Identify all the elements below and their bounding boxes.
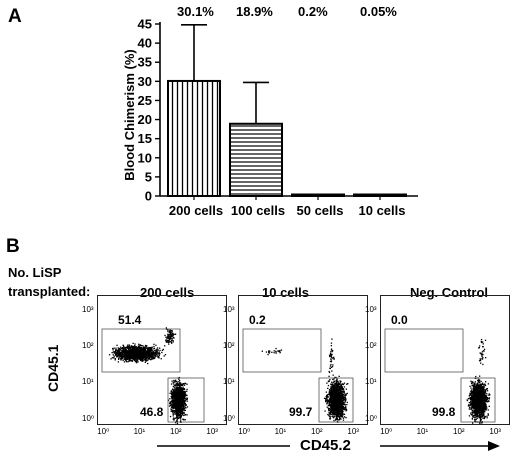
percent-label-2: 0.2% bbox=[298, 4, 328, 19]
row-title-line2: transplanted: bbox=[8, 284, 91, 299]
cd45-2-axis-label: CD45.2 bbox=[300, 437, 351, 454]
x-tick-label-0: 200 cells bbox=[169, 203, 223, 218]
flow-plot-200-cells bbox=[97, 295, 227, 425]
panel-a-label: A bbox=[8, 6, 22, 27]
y-tick-label: 10¹ bbox=[223, 377, 235, 387]
bar-1 bbox=[229, 122, 283, 197]
x-tick-label: 10³ bbox=[347, 427, 359, 436]
x-tick-label: 10³ bbox=[206, 427, 218, 436]
y-tick-label: 10² bbox=[82, 341, 94, 350]
y-tick-label: 35 bbox=[138, 55, 152, 70]
x-tick-label: 10⁰ bbox=[380, 427, 393, 436]
y-tick-label: 10⁰ bbox=[82, 413, 95, 423]
x-tick-label-2: 50 cells bbox=[297, 203, 344, 218]
blood-chimerism-bar-chart: 0 5 10 15 20 25 30 35 40 45 Blood Chimerism (%) 200… bbox=[122, 17, 418, 218]
y-tick-label: 40 bbox=[138, 36, 152, 51]
gate-label-1-top: 51.4 bbox=[118, 313, 142, 327]
y-axis-label: Blood Chimerism (%) bbox=[122, 49, 137, 180]
gate-label-2-bottom: 99.7 bbox=[289, 405, 313, 419]
y-tick-label: 10³ bbox=[365, 304, 377, 314]
gate-label-1-bottom: 46.8 bbox=[140, 405, 164, 419]
x-tick-label: 10² bbox=[311, 427, 323, 436]
y-tick-label: 10¹ bbox=[365, 377, 377, 387]
y-tick-label: 10³ bbox=[223, 304, 235, 314]
x-tick-label: 10⁰ bbox=[238, 427, 251, 436]
y-tick-label: 10³ bbox=[82, 304, 94, 314]
panel-b-label: B bbox=[6, 236, 20, 257]
y-tick-label: 10¹ bbox=[82, 377, 94, 387]
x-tick-label: 10³ bbox=[489, 427, 501, 436]
flow-plot-10-cells bbox=[238, 295, 368, 425]
percent-label-3: 0.05% bbox=[360, 4, 397, 19]
y-tick-label: 25 bbox=[138, 93, 152, 108]
percent-label-1: 18.9% bbox=[236, 4, 273, 19]
y-tick-label: 20 bbox=[138, 112, 152, 127]
y-tick-label: 10 bbox=[138, 150, 152, 165]
gate-label-3-bottom: 99.8 bbox=[432, 405, 456, 419]
plot-title-1: 200 cells bbox=[140, 285, 195, 300]
y-tick-label: 10⁰ bbox=[365, 413, 378, 423]
y-tick-label: 0 bbox=[145, 189, 152, 204]
y-tick-label: 10⁰ bbox=[223, 413, 236, 423]
x-tick-label: 10² bbox=[453, 427, 465, 436]
arrow-head-icon bbox=[488, 441, 500, 451]
y-tick-label: 10² bbox=[223, 341, 235, 350]
cd45-1-axis-label: CD45.1 bbox=[45, 344, 61, 392]
x-tick-label: 10¹ bbox=[274, 427, 287, 436]
y-tick-label: 15 bbox=[138, 131, 152, 146]
percent-label-0: 30.1% bbox=[177, 4, 214, 19]
x-tick-label: 10² bbox=[170, 427, 182, 436]
plot-title-2: 10 cells bbox=[262, 285, 309, 300]
bar-0 bbox=[167, 79, 221, 197]
y-tick-label: 5 bbox=[145, 169, 152, 184]
y-tick-label: 45 bbox=[138, 17, 152, 32]
bar-3 bbox=[353, 193, 407, 197]
y-tick-label: 10² bbox=[365, 341, 377, 350]
plot-title-3: Neg. Control bbox=[410, 285, 488, 300]
y-tick-label: 30 bbox=[138, 74, 152, 89]
x-tick-label-3: 10 cells bbox=[359, 203, 406, 218]
gate-label-2-top: 0.2 bbox=[249, 313, 266, 327]
flow-plot-neg-control bbox=[380, 295, 510, 425]
gate-label-3-top: 0.0 bbox=[391, 313, 408, 327]
x-tick-label: 10⁰ bbox=[97, 427, 110, 436]
row-title-line1: No. LiSP bbox=[8, 265, 62, 280]
x-tick-label-1: 100 cells bbox=[231, 203, 285, 218]
bar-2 bbox=[291, 193, 345, 197]
x-tick-label: 10¹ bbox=[416, 427, 429, 436]
x-tick-label: 10¹ bbox=[133, 427, 146, 436]
